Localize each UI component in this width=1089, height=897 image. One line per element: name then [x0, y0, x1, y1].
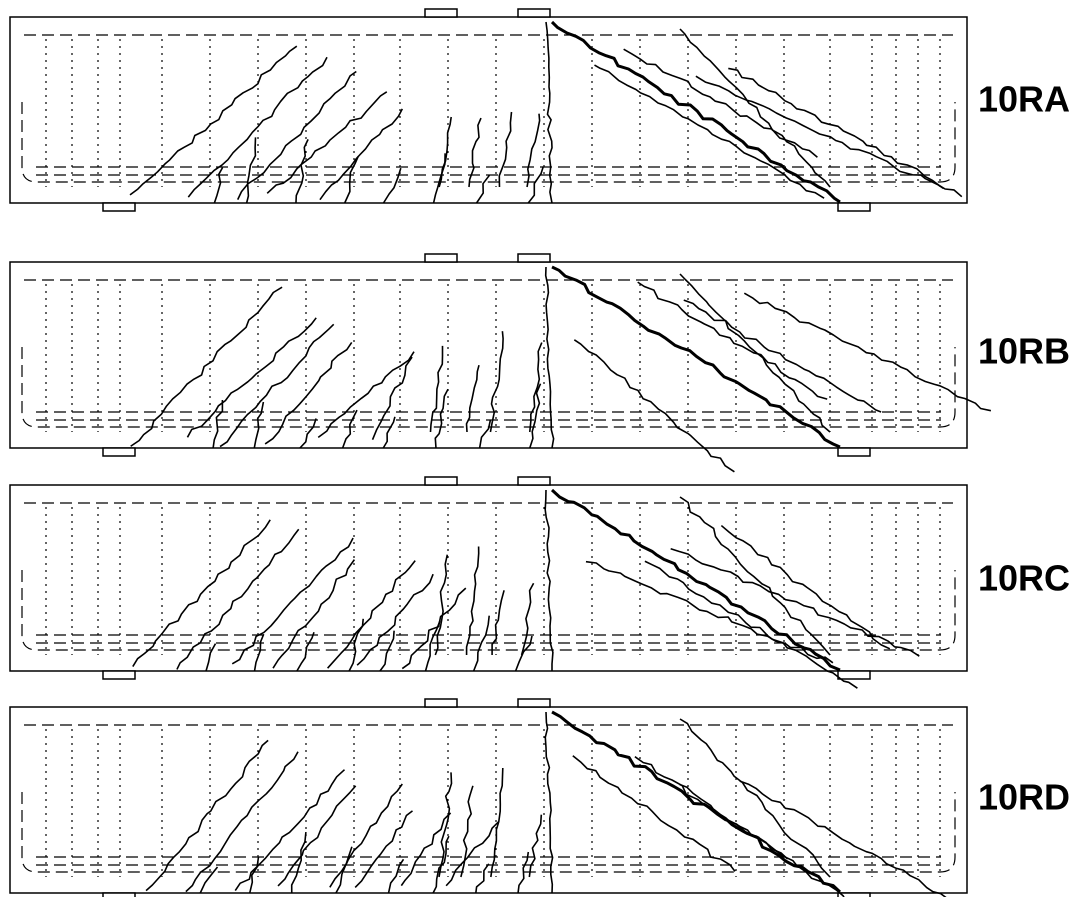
- crack: [671, 549, 920, 656]
- crack: [355, 811, 412, 887]
- crack: [177, 529, 299, 669]
- crack: [546, 22, 552, 203]
- support-plate: [103, 203, 135, 211]
- crack: [206, 644, 215, 671]
- support-plate: [103, 448, 135, 456]
- crack: [186, 752, 298, 892]
- crack: [300, 419, 316, 449]
- crack: [336, 847, 352, 893]
- crack: [247, 137, 256, 203]
- crack: [343, 410, 357, 448]
- crack: [696, 76, 944, 188]
- crack: [220, 324, 334, 446]
- crack-pattern-figure: 10RA 10RB 10RC 10RD: [0, 0, 1089, 897]
- crack: [232, 538, 353, 664]
- crack: [528, 167, 543, 204]
- crack: [480, 420, 491, 448]
- crack: [529, 815, 541, 877]
- crack: [516, 636, 532, 671]
- crack: [434, 153, 446, 203]
- crack: [296, 139, 308, 203]
- crack: [680, 719, 830, 877]
- support-plate: [838, 448, 870, 456]
- crack: [527, 114, 540, 187]
- beam-label: 10RD: [978, 777, 1070, 818]
- support-plate: [425, 477, 457, 485]
- crack: [267, 92, 387, 194]
- support-plate: [838, 671, 870, 679]
- crack: [594, 65, 824, 198]
- crack: [383, 417, 395, 448]
- crack: [130, 46, 297, 195]
- stirrup-hook: [22, 792, 955, 872]
- crack: [187, 318, 316, 438]
- crack: [545, 712, 552, 893]
- support-plate: [838, 203, 870, 211]
- crack: [131, 287, 282, 446]
- crack: [499, 112, 511, 187]
- crack: [389, 859, 404, 893]
- crack: [439, 117, 451, 187]
- crack: [320, 109, 402, 200]
- crack: [546, 267, 554, 448]
- crack: [684, 300, 881, 412]
- support-plate: [103, 893, 135, 897]
- support-plate: [518, 254, 550, 262]
- crack: [476, 864, 489, 893]
- crack: [744, 293, 991, 411]
- crack: [740, 781, 981, 897]
- crack: [345, 156, 359, 203]
- crack: [133, 520, 270, 667]
- support-plate: [103, 671, 135, 679]
- crack: [467, 365, 480, 432]
- crack: [469, 118, 481, 187]
- crack: [728, 68, 962, 196]
- beam: [10, 9, 967, 211]
- beam: [10, 477, 967, 688]
- support-plate: [518, 477, 550, 485]
- crack: [384, 168, 401, 203]
- support-plate: [518, 9, 550, 17]
- crack: [435, 555, 447, 655]
- support-plate: [425, 9, 457, 17]
- beam-label: 10RA: [978, 79, 1070, 120]
- beam: [10, 254, 991, 472]
- crack: [380, 631, 394, 671]
- support-plate: [425, 254, 457, 262]
- crack: [265, 342, 352, 444]
- crack: [574, 340, 734, 472]
- crack: [492, 590, 504, 655]
- crack: [402, 588, 466, 668]
- crack: [254, 402, 263, 448]
- crack: [645, 561, 858, 688]
- crack: [680, 29, 830, 187]
- support-plate: [518, 699, 550, 707]
- beam: [10, 699, 981, 897]
- stirrup-hook: [22, 102, 955, 182]
- crack: [522, 583, 534, 655]
- crack: [467, 547, 479, 656]
- crack: [292, 832, 306, 893]
- crack: [214, 168, 222, 204]
- crack: [490, 331, 503, 432]
- crack: [477, 175, 490, 203]
- beam-label: 10RB: [978, 331, 1070, 372]
- crack: [297, 632, 314, 671]
- support-plate: [425, 699, 457, 707]
- crack: [545, 490, 553, 671]
- crack: [586, 562, 833, 663]
- beam-label: 10RC: [978, 558, 1070, 599]
